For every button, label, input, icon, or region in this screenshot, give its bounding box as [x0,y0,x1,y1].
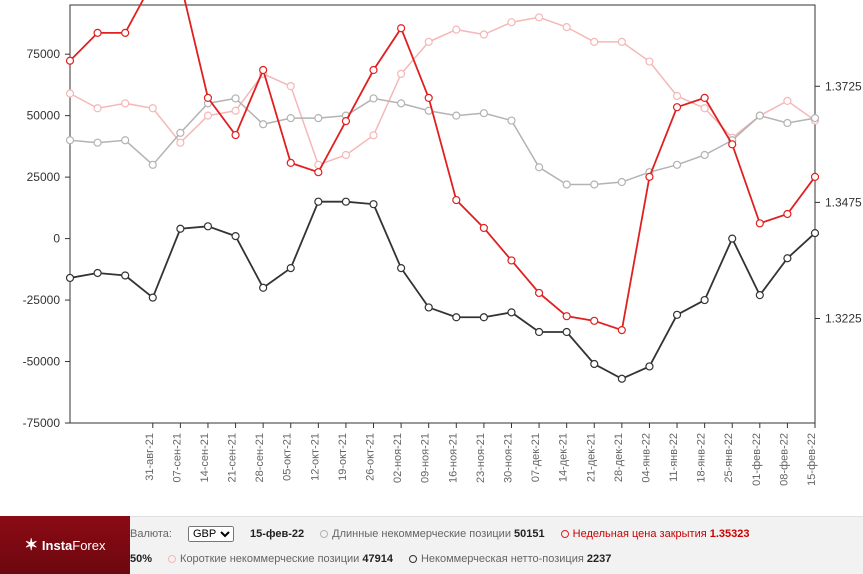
close-legend-value: 1.35323 [710,528,750,540]
star-icon: ✶ [25,535,38,555]
svg-text:01-фев-22: 01-фев-22 [751,433,763,486]
long-legend-label: Длинные некоммерческие позиции [332,528,511,540]
pct-label: 50% [130,553,152,565]
currency-select[interactable]: GBP [188,526,234,542]
circle-icon [320,530,328,538]
brand-logo: ✶ InstaForex [0,516,130,574]
svg-text:16-ноя-21: 16-ноя-21 [447,433,459,483]
currency-label: Валюта: [130,528,172,540]
net-legend-label: Некоммерческая нетто-позиция [421,553,584,565]
svg-text:75000: 75000 [27,47,61,61]
svg-text:21-дек-21: 21-дек-21 [585,433,597,482]
short-legend-label: Короткие некоммерческие позиции [180,553,359,565]
net-legend-value: 2237 [587,553,611,565]
svg-text:05-окт-21: 05-окт-21 [282,433,294,481]
svg-text:-75000: -75000 [23,416,61,430]
svg-text:09-ноя-21: 09-ноя-21 [420,433,432,483]
svg-text:19-окт-21: 19-окт-21 [337,433,349,481]
circle-icon [168,555,176,563]
svg-text:14-сен-21: 14-сен-21 [199,433,211,483]
svg-text:1.3725: 1.3725 [825,79,862,93]
svg-text:14-дек-21: 14-дек-21 [558,433,570,482]
svg-text:26-окт-21: 26-окт-21 [365,433,377,481]
close-legend-label: Недельная цена закрытия [573,528,707,540]
svg-text:07-дек-21: 07-дек-21 [530,433,542,482]
svg-text:21-сен-21: 21-сен-21 [227,433,239,483]
svg-text:0: 0 [53,232,60,246]
svg-text:04-янв-22: 04-янв-22 [640,433,652,483]
long-legend-item: Длинные некоммерческие позиции 50151 [320,528,544,540]
svg-text:12-окт-21: 12-окт-21 [309,433,321,481]
svg-text:25-янв-22: 25-янв-22 [723,433,735,483]
svg-text:1.3475: 1.3475 [825,195,862,209]
svg-text:07-сен-21: 07-сен-21 [171,433,183,483]
chart-container: -75000 -50000 -25000 0 25000 50000 75000 1.3225… [0,0,863,574]
svg-text:-25000: -25000 [23,293,61,307]
svg-text:28-сен-21: 28-сен-21 [254,433,266,483]
svg-text:31-авг-21: 31-авг-21 [144,433,156,481]
svg-text:18-янв-22: 18-янв-22 [696,433,708,483]
svg-text:-50000: -50000 [23,355,61,369]
close-legend-item: Недельная цена закрытия 1.35323 [561,528,750,540]
brand-text-b: Forex [72,538,105,553]
brand-text-a: Insta [42,538,72,553]
svg-text:28-дек-21: 28-дек-21 [613,433,625,482]
footer-date: 15-фев-22 [250,528,304,540]
short-legend-item: Короткие некоммерческие позиции 47914 [168,553,393,565]
svg-text:08-фев-22: 08-фев-22 [778,433,790,486]
circle-icon [561,530,569,538]
short-legend-value: 47914 [362,553,393,565]
svg-text:30-ноя-21: 30-ноя-21 [502,433,514,483]
svg-text:1.3225: 1.3225 [825,312,862,326]
line-chart: -75000 -50000 -25000 0 25000 50000 75000 1.3225… [0,0,863,516]
circle-icon [409,555,417,563]
svg-text:23-ноя-21: 23-ноя-21 [475,433,487,483]
svg-text:15-фев-22: 15-фев-22 [806,433,818,486]
svg-text:11-янв-22: 11-янв-22 [668,433,680,482]
svg-text:02-ноя-21: 02-ноя-21 [392,433,404,483]
svg-text:50000: 50000 [27,109,61,123]
long-legend-value: 50151 [514,528,545,540]
svg-text:25000: 25000 [27,170,61,184]
net-legend-item: Некоммерческая нетто-позиция 2237 [409,553,611,565]
